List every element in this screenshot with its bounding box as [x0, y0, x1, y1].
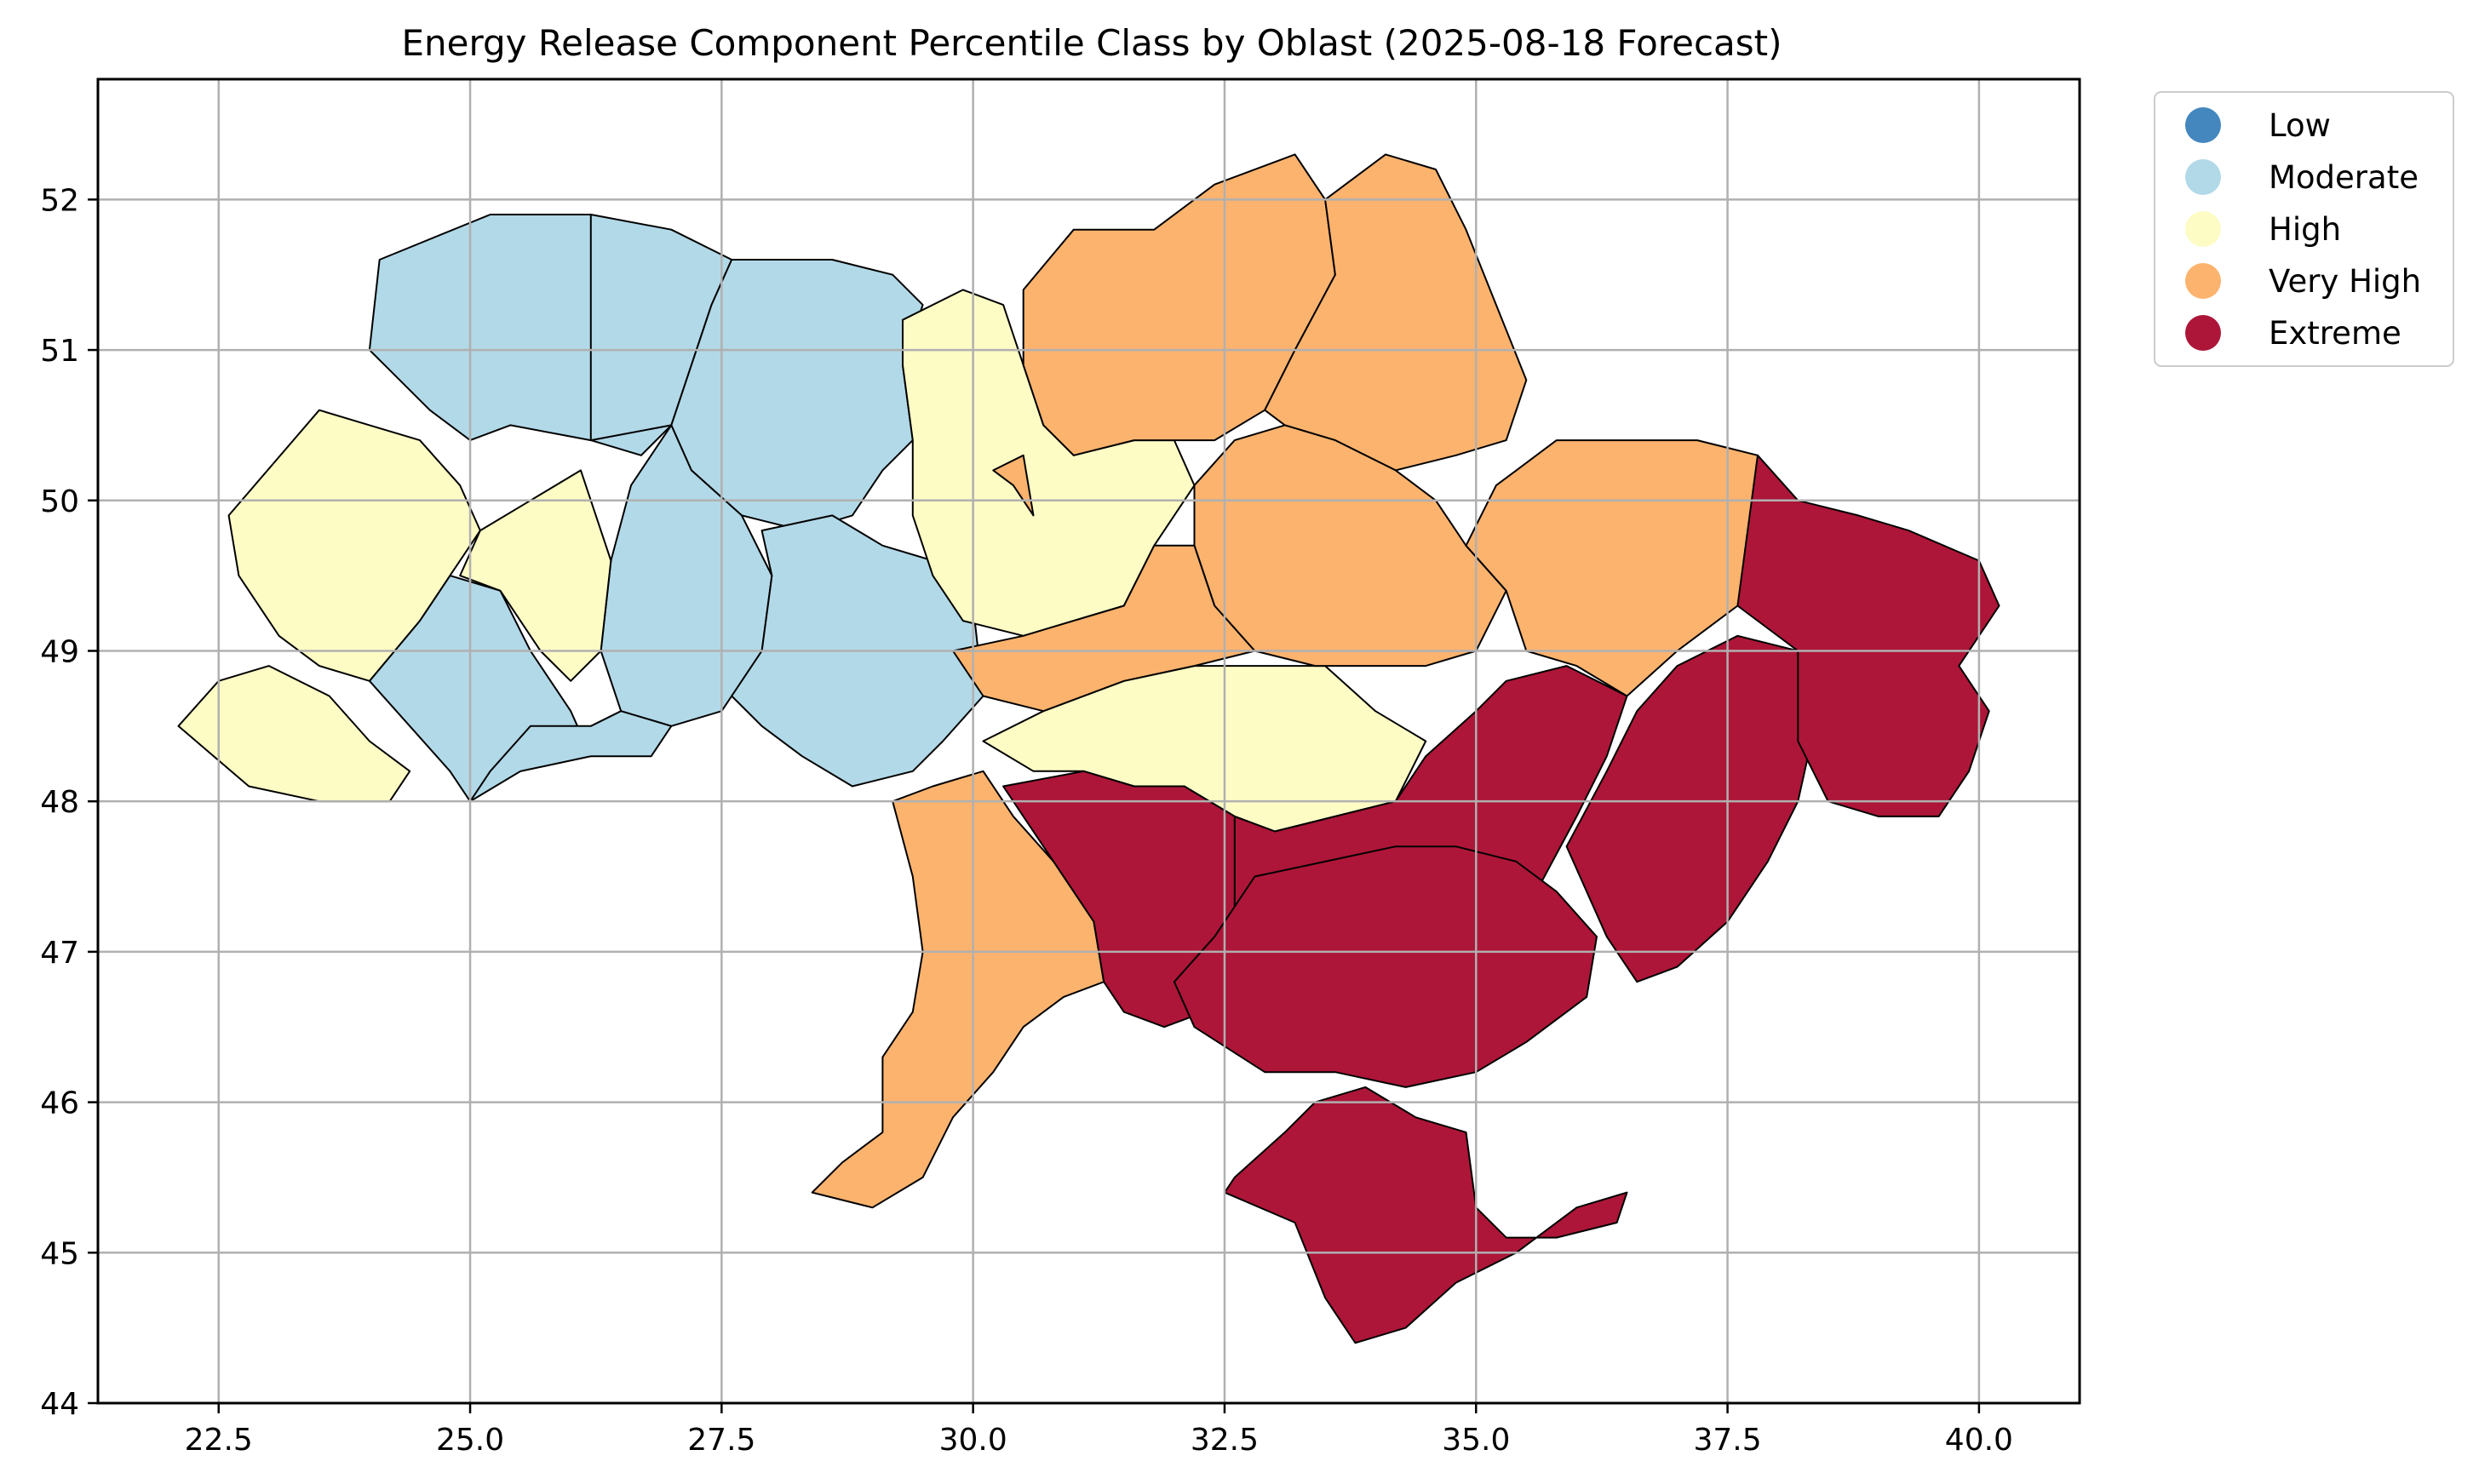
y-tick-label: 49 [40, 634, 79, 669]
x-tick-label: 37.5 [1693, 1423, 1761, 1458]
y-tick-label: 45 [40, 1236, 79, 1271]
oblast-region [1264, 153, 1528, 472]
x-tick-label: 25.0 [436, 1423, 504, 1458]
legend-frame [2154, 91, 2454, 367]
legend: Low Moderate High Very High Extreme [2154, 91, 2454, 367]
x-axis: 22.5 25.0 27.5 30.0 32.5 35.0 37.5 40.0 [185, 1403, 2013, 1458]
y-tick-label: 44 [40, 1387, 79, 1422]
axes-frame [96, 77, 2081, 1405]
y-axis: 44 45 46 47 48 49 50 51 52 [40, 183, 98, 1422]
legend-label: High [2269, 211, 2341, 248]
x-tick-label: 32.5 [1191, 1423, 1259, 1458]
legend-label: Moderate [2269, 159, 2419, 196]
oblast-regions [177, 153, 2000, 1344]
oblast-region [469, 710, 673, 803]
oblast-region [992, 454, 1035, 517]
oblast-region [1193, 424, 1507, 668]
legend-marker [2185, 107, 2221, 143]
oblast-region [227, 409, 481, 682]
chart-title: Energy Release Component Percentile Clas… [401, 22, 1782, 64]
oblast-region [952, 544, 1256, 713]
grid-lines [98, 79, 2080, 1405]
oblast-region [1173, 845, 1598, 1088]
legend-label: Extreme [2269, 315, 2402, 352]
y-tick-label: 50 [40, 484, 79, 519]
legend-marker [2185, 315, 2221, 351]
x-tick-label: 40.0 [1945, 1423, 2013, 1458]
legend-marker [2185, 263, 2221, 299]
oblast-region [459, 469, 612, 682]
oblast-region [1224, 1086, 1628, 1344]
legend-label: Low [2269, 107, 2331, 144]
y-tick-label: 47 [40, 936, 79, 971]
oblast-region [811, 770, 1105, 1209]
legend-marker [2185, 159, 2221, 195]
y-tick-label: 51 [40, 334, 79, 369]
legend-marker [2185, 211, 2221, 247]
x-tick-label: 22.5 [185, 1423, 253, 1458]
legend-label: Very High [2269, 263, 2421, 300]
x-tick-label: 35.0 [1442, 1423, 1510, 1458]
oblast-region [177, 665, 411, 803]
x-tick-label: 30.0 [939, 1423, 1007, 1458]
x-tick-label: 27.5 [687, 1423, 755, 1458]
y-tick-label: 52 [40, 183, 79, 218]
y-tick-label: 48 [40, 785, 79, 820]
y-tick-label: 46 [40, 1086, 79, 1121]
